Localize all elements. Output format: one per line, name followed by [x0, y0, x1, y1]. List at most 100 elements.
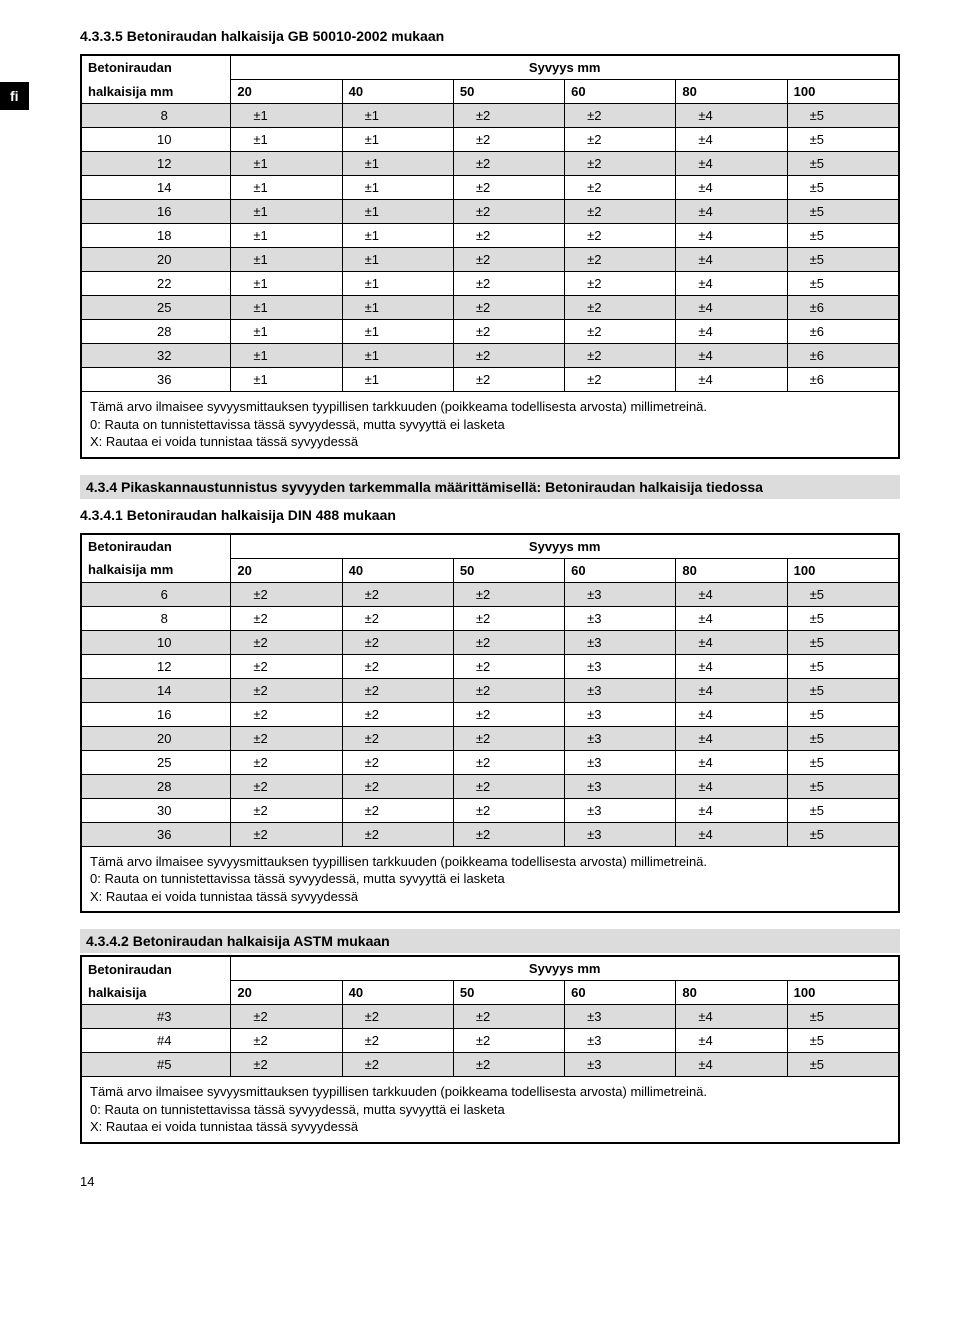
value-cell: ±4: [676, 272, 787, 296]
value-cell: ±2: [565, 272, 676, 296]
table-2: BetoniraudanSyvyys mmhalkaisija mm204050…: [80, 533, 900, 914]
value-cell: ±2: [453, 702, 564, 726]
value-cell: ±1: [231, 296, 342, 320]
value-cell: ±5: [787, 702, 898, 726]
diameter-cell: 25: [82, 750, 231, 774]
value-cell: ±3: [565, 1005, 676, 1029]
table-row: 28±1±1±2±2±4±6: [82, 320, 899, 344]
diameter-cell: 12: [82, 152, 231, 176]
value-cell: ±2: [453, 726, 564, 750]
value-cell: ±2: [453, 200, 564, 224]
value-cell: ±6: [787, 296, 898, 320]
value-cell: ±4: [676, 224, 787, 248]
value-cell: ±2: [453, 224, 564, 248]
depth-column: 80: [676, 558, 787, 582]
diameter-cell: #3: [82, 1005, 231, 1029]
diameter-cell: 6: [82, 582, 231, 606]
value-cell: ±4: [676, 654, 787, 678]
depth-title: Syvyys mm: [231, 534, 899, 558]
diameter-cell: 8: [82, 606, 231, 630]
value-cell: ±4: [676, 152, 787, 176]
value-cell: ±2: [342, 678, 453, 702]
value-cell: ±2: [342, 702, 453, 726]
value-cell: ±5: [787, 606, 898, 630]
value-cell: ±2: [453, 296, 564, 320]
value-cell: ±2: [342, 582, 453, 606]
value-cell: ±2: [342, 750, 453, 774]
value-cell: ±4: [676, 320, 787, 344]
value-cell: ±3: [565, 678, 676, 702]
value-cell: ±4: [676, 1005, 787, 1029]
diameter-cell: 20: [82, 248, 231, 272]
depth-column: 50: [453, 981, 564, 1005]
value-cell: ±4: [676, 104, 787, 128]
value-cell: ±2: [453, 750, 564, 774]
value-cell: ±5: [787, 272, 898, 296]
value-cell: ±4: [676, 248, 787, 272]
table-row: 28±2±2±2±3±4±5: [82, 774, 899, 798]
diameter-cell: 30: [82, 798, 231, 822]
value-cell: ±2: [231, 774, 342, 798]
value-cell: ±5: [787, 1029, 898, 1053]
value-cell: ±1: [231, 200, 342, 224]
value-cell: ±2: [453, 654, 564, 678]
value-cell: ±2: [453, 774, 564, 798]
value-cell: ±1: [231, 152, 342, 176]
value-cell: ±2: [453, 128, 564, 152]
value-cell: ±5: [787, 176, 898, 200]
value-cell: ±2: [453, 368, 564, 392]
value-cell: ±4: [676, 630, 787, 654]
row-header-top: Betoniraudan: [82, 957, 231, 981]
diameter-cell: 10: [82, 128, 231, 152]
diameter-cell: 14: [82, 678, 231, 702]
diameter-cell: 25: [82, 296, 231, 320]
table-row: 22±1±1±2±2±4±5: [82, 272, 899, 296]
value-cell: ±3: [565, 750, 676, 774]
value-cell: ±5: [787, 654, 898, 678]
table-row: 36±1±1±2±2±4±6: [82, 368, 899, 392]
value-cell: ±1: [231, 176, 342, 200]
diameter-cell: 10: [82, 630, 231, 654]
diameter-cell: 36: [82, 822, 231, 846]
value-cell: ±2: [565, 224, 676, 248]
value-cell: ±4: [676, 296, 787, 320]
value-cell: ±2: [231, 1005, 342, 1029]
depth-column: 20: [231, 981, 342, 1005]
value-cell: ±1: [231, 320, 342, 344]
value-cell: ±5: [787, 774, 898, 798]
table-note: Tämä arvo ilmaisee syvyysmittauksen tyyp…: [82, 846, 899, 912]
diameter-cell: #5: [82, 1053, 231, 1077]
value-cell: ±3: [565, 822, 676, 846]
value-cell: ±2: [565, 152, 676, 176]
value-cell: ±2: [342, 630, 453, 654]
depth-column: 80: [676, 80, 787, 104]
table-row: 16±2±2±2±3±4±5: [82, 702, 899, 726]
value-cell: ±2: [453, 1053, 564, 1077]
value-cell: ±5: [787, 1005, 898, 1029]
table-1: BetoniraudanSyvyys mmhalkaisija mm204050…: [80, 54, 900, 459]
diameter-cell: 16: [82, 200, 231, 224]
table-row: 6±2±2±2±3±4±5: [82, 582, 899, 606]
value-cell: ±5: [787, 152, 898, 176]
value-cell: ±2: [565, 104, 676, 128]
value-cell: ±2: [342, 774, 453, 798]
diameter-cell: #4: [82, 1029, 231, 1053]
depth-column: 100: [787, 558, 898, 582]
value-cell: ±3: [565, 630, 676, 654]
value-cell: ±4: [676, 798, 787, 822]
diameter-cell: 20: [82, 726, 231, 750]
depth-column: 100: [787, 80, 898, 104]
value-cell: ±2: [453, 176, 564, 200]
table-row: 14±1±1±2±2±4±5: [82, 176, 899, 200]
section-heading-1: 4.3.3.5 Betoniraudan halkaisija GB 50010…: [80, 28, 900, 44]
value-cell: ±2: [342, 1029, 453, 1053]
table-row: #5±2±2±2±3±4±5: [82, 1053, 899, 1077]
value-cell: ±2: [231, 654, 342, 678]
value-cell: ±2: [453, 320, 564, 344]
value-cell: ±1: [231, 272, 342, 296]
value-cell: ±2: [453, 822, 564, 846]
value-cell: ±2: [342, 1005, 453, 1029]
depth-column: 100: [787, 981, 898, 1005]
value-cell: ±2: [231, 726, 342, 750]
depth-column: 60: [565, 558, 676, 582]
